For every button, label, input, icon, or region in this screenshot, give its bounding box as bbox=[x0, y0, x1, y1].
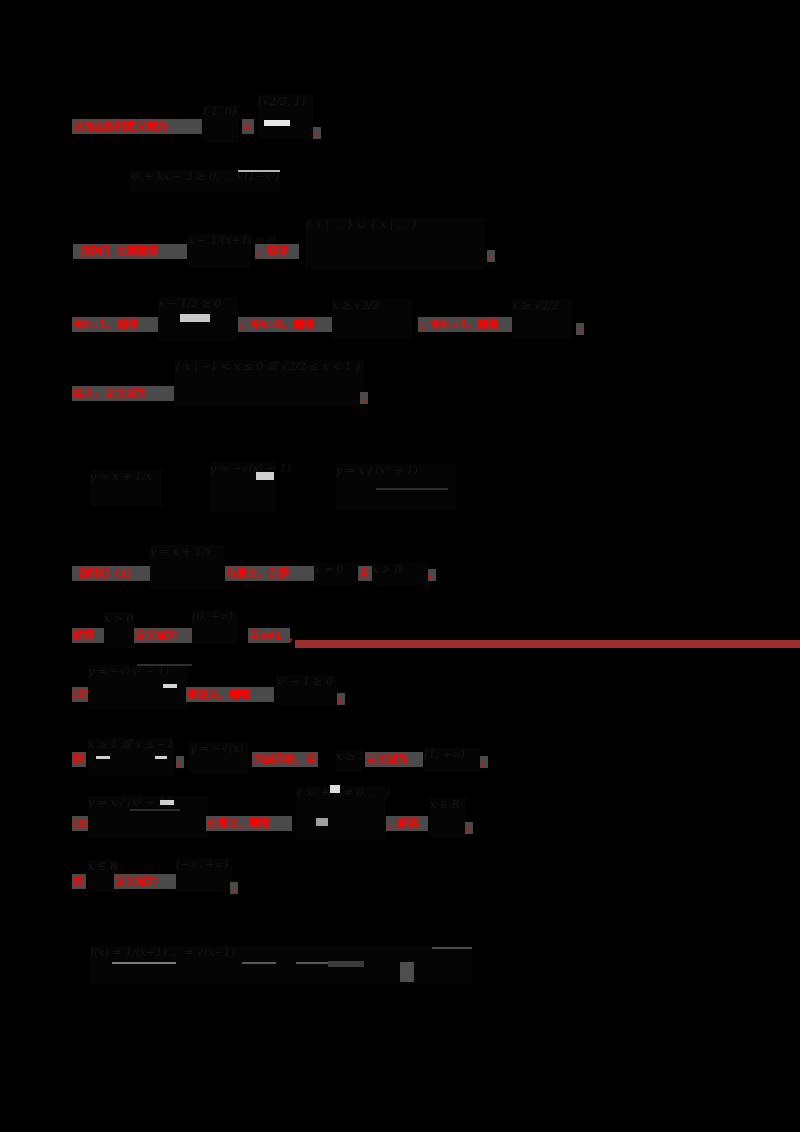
comma: ， bbox=[337, 692, 348, 705]
math-fn-part3: y = x / (x² + 1) bbox=[88, 796, 208, 838]
sqrt-highlight bbox=[256, 472, 274, 480]
and-label: 且 bbox=[358, 566, 372, 581]
comma: ， bbox=[480, 755, 491, 768]
domain-is-label-10: 定义域为 bbox=[365, 752, 423, 767]
comma: ， bbox=[428, 568, 439, 581]
fraction-bar bbox=[130, 809, 180, 811]
fraction-bar bbox=[112, 962, 176, 964]
fraction-highlight bbox=[316, 818, 328, 826]
math-solution-set-3: { x | ... } ∪ { x | ... } bbox=[305, 218, 485, 270]
function-1: y = x + 1/x bbox=[90, 470, 162, 506]
solve-label: ，解得 bbox=[255, 244, 299, 259]
horizontal-rule bbox=[295, 640, 800, 648]
meaningful-label-9: 有意义，则需 bbox=[186, 687, 274, 702]
period: . bbox=[360, 391, 368, 404]
meaningful-label: 有意义，则需 bbox=[225, 566, 315, 581]
math-interval-8: (0, +∞) bbox=[192, 610, 238, 644]
math-expression-2: x² + kx − 2 ≥ 0, ... √(1−x²) bbox=[130, 170, 280, 192]
analysis-part-1-label: 【解析】(1) bbox=[72, 566, 152, 581]
period: . bbox=[230, 881, 238, 894]
comma: ， bbox=[176, 755, 187, 768]
function-2: y = −√(x² − 1) bbox=[210, 462, 291, 512]
math-interval-10: [1, +∞) bbox=[424, 748, 480, 772]
function-3: y = x / (x² + 1) bbox=[336, 464, 456, 510]
math-inequality-3: x − 1/(x+1) ≥ 0 bbox=[188, 234, 275, 268]
meaningful-label-11: 有意义，则需 bbox=[206, 816, 292, 831]
math-x-real: x ∈ R bbox=[88, 860, 118, 892]
domain-conclusion-label: 从而函数的定义域为 bbox=[72, 119, 202, 134]
period: . bbox=[576, 322, 584, 335]
fraction-highlight bbox=[163, 684, 177, 688]
fraction-highlight bbox=[330, 785, 340, 793]
part-2-label: (2) bbox=[72, 687, 90, 702]
fraction-highlight bbox=[155, 756, 167, 759]
x-ne-1-label: 且x≠1 bbox=[248, 628, 290, 643]
box-highlight bbox=[400, 962, 414, 982]
math-cond-10: x ≥ 1 bbox=[336, 750, 365, 772]
period: . bbox=[487, 249, 495, 262]
domain-is-label-12: 定义域为 bbox=[114, 874, 176, 889]
sqrt-bar bbox=[238, 170, 280, 172]
solve-label-11: ，解得 bbox=[386, 816, 428, 831]
comma: ， bbox=[288, 631, 299, 644]
math-cond-2: x > 0 bbox=[372, 563, 428, 585]
sqrt-bar bbox=[137, 664, 192, 666]
math-kneg1: x ≥ √2/2 bbox=[512, 299, 572, 339]
that-is-label: 即 bbox=[72, 752, 86, 767]
comma: ， bbox=[465, 821, 476, 834]
math-fn-10: y = −√(x) bbox=[190, 742, 248, 774]
fraction-highlight bbox=[96, 756, 110, 759]
math-x-pos: x > 0 bbox=[104, 612, 134, 648]
math-cond-1: x ≠ 0 bbox=[314, 563, 356, 585]
fraction-bar bbox=[242, 962, 276, 964]
math-domain-set: { x | −1 < x ≤ 0 或 √2/2 ≤ x < 1 } bbox=[174, 360, 364, 406]
sqrt-bar bbox=[432, 947, 472, 949]
math-interval-2: [√2/2, 1) bbox=[258, 95, 313, 139]
period: . bbox=[313, 126, 321, 139]
math-result-11: x ∈ R bbox=[430, 798, 466, 838]
part-3-label: (3) bbox=[72, 816, 90, 831]
math-interval-1: (-1, 0) bbox=[203, 105, 239, 143]
fraction-highlight bbox=[160, 800, 174, 805]
math-fn-part2: y = −√(x² − 1) bbox=[88, 665, 188, 709]
summary-domain-label: 综上，定义域为 bbox=[72, 386, 174, 401]
math-interval-12: (−∞, +∞) bbox=[176, 858, 232, 892]
solve-label-8: 解得 bbox=[72, 628, 104, 643]
connector-bar bbox=[328, 961, 364, 967]
therefore-label: 故 bbox=[72, 874, 86, 889]
fraction-highlight bbox=[264, 120, 290, 126]
math-k0: x ≥ √2/2 bbox=[332, 299, 412, 339]
fraction-bar bbox=[376, 488, 448, 490]
math-expression-13: f(x) = 1/(x+1) ... = √(x−1) bbox=[90, 946, 472, 984]
fraction-highlight bbox=[180, 314, 210, 322]
math-system-11: { x² + 1 ≠ 0, ... } bbox=[296, 786, 392, 840]
math-cond-9: x² − 1 ≥ 0 bbox=[276, 675, 336, 705]
let-k-0-label: ；令k=0，则得 bbox=[238, 317, 332, 332]
let-k-neg1-label: ；令k=-1，则得 bbox=[418, 317, 512, 332]
union-symbol: ∪ bbox=[242, 119, 254, 134]
decreasing-label: 为减函数，且 bbox=[252, 752, 318, 767]
analysis-label: 【解析】由题意得 bbox=[73, 244, 187, 259]
math-fn-part1: y = x + 1/x bbox=[150, 545, 224, 589]
domain-is-label: 定义域为 bbox=[134, 628, 192, 643]
fraction-bar bbox=[296, 962, 332, 964]
let-k-1-label: 令k=1，则得 bbox=[72, 317, 158, 332]
